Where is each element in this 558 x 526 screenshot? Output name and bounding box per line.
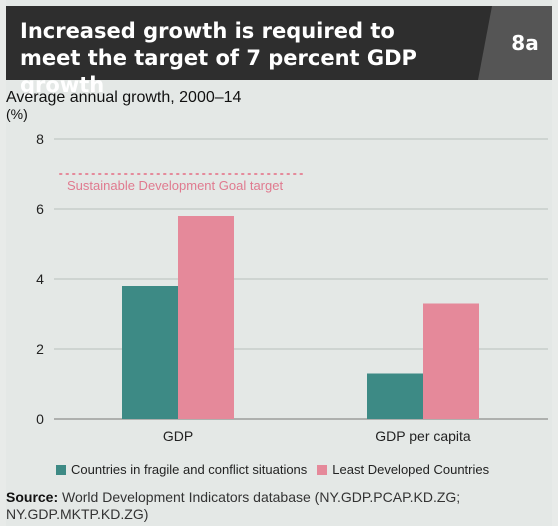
target-label: Sustainable Development Goal target bbox=[67, 178, 283, 193]
bar-ldc-gdp bbox=[178, 216, 234, 419]
y-tick-label: 2 bbox=[36, 341, 44, 357]
figure-number-tab: 8a bbox=[478, 6, 552, 80]
figure-panel bbox=[6, 0, 552, 526]
chart-legend: Countries in fragile and conflict situat… bbox=[56, 462, 499, 477]
legend-label-fragile: Countries in fragile and conflict situat… bbox=[71, 462, 308, 477]
figure-number: 8a bbox=[511, 31, 539, 55]
y-tick-label: 6 bbox=[36, 201, 44, 217]
y-tick-label: 4 bbox=[36, 271, 44, 287]
y-tick-label: 0 bbox=[36, 411, 44, 427]
source-label: Source: bbox=[6, 489, 59, 505]
source-note: Source: World Development Indicators dat… bbox=[6, 489, 546, 523]
legend-item-ldc: Least Developed Countries bbox=[317, 462, 489, 477]
bar-fragile-gdp bbox=[122, 286, 178, 419]
chart-subtitle: Average annual growth, 2000–14 bbox=[6, 89, 242, 106]
x-category-label: GDP per capita bbox=[375, 428, 471, 444]
x-category-label: GDP bbox=[163, 428, 193, 444]
figure-header: Increased growth is required to meet the… bbox=[6, 6, 552, 97]
source-text: World Development Indicators database (N… bbox=[6, 489, 461, 522]
legend-swatch-ldc bbox=[317, 464, 328, 475]
figure-title: Increased growth is required to meet the… bbox=[20, 19, 417, 97]
bar-ldc-gdp-per-capita bbox=[423, 303, 479, 419]
legend-label-ldc: Least Developed Countries bbox=[332, 462, 490, 477]
y-tick-label: 8 bbox=[36, 131, 44, 147]
y-axis-unit: (%) bbox=[6, 106, 28, 122]
legend-item-fragile: Countries in fragile and conflict situat… bbox=[56, 462, 307, 477]
legend-swatch-fragile bbox=[56, 464, 66, 475]
bar-chart: 0 2 4 6 8 Sustainable Development Goal target… bbox=[36, 131, 548, 444]
bar-fragile-gdp-per-capita bbox=[367, 373, 423, 419]
